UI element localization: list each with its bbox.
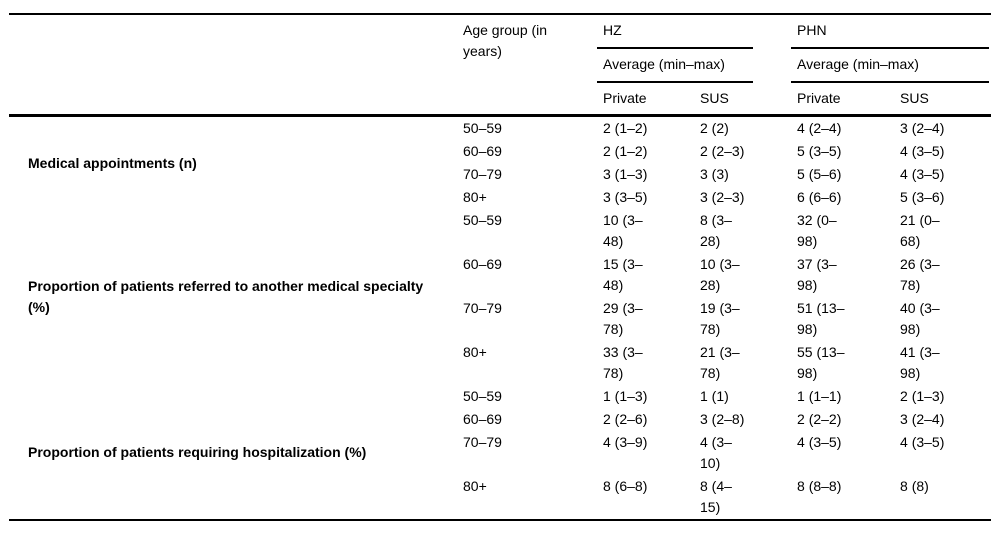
phn-subheader: Average (min–max) [783, 49, 991, 83]
corner-cell [9, 14, 449, 117]
value-cell: 26 (3–78) [900, 256, 940, 293]
value-cell: 4 (3–10) [700, 434, 732, 471]
value-cell: 40 (3–98) [900, 300, 940, 337]
value-cell: 2 (2) [700, 120, 729, 136]
table-row: Proportion of patients referred to anoth… [9, 209, 991, 315]
value-cell: 4 (3–5) [797, 434, 842, 450]
column-header-phn-private: Private [783, 83, 887, 117]
value-cell: 4 (3–5) [900, 143, 945, 159]
age-group-column-header: Age group (in years) [449, 14, 589, 117]
table-row: 70–79 3 (1–3) 3 (3) 5 (5–6) 4 (3–5) [9, 163, 991, 186]
value-cell: 8 (6–8) [603, 478, 648, 494]
value-cell: 2 (1–2) [603, 120, 648, 136]
table-row: Medical appointments (n) 50–59 2 (1–2) 2… [9, 116, 991, 171]
value-cell: 8 (8–8) [797, 478, 842, 494]
value-cell: 5 (5–6) [797, 166, 842, 182]
value-cell: 2 (2–6) [603, 411, 648, 427]
header-row-groups: Age group (in years) HZ PHN [9, 14, 991, 117]
table-row: 80+ 8 (6–8) 8 (4–15) 8 (8–8) 8 (8) [9, 475, 991, 520]
table-row: 60–69 2 (2–6) 3 (2–8) 2 (2–2) 3 (2–4) [9, 408, 991, 431]
age-group-cell: 60–69 [463, 143, 502, 159]
value-cell: 8 (3–28) [700, 212, 732, 249]
value-cell: 3 (2–8) [700, 411, 745, 427]
value-cell: 3 (3) [700, 166, 729, 182]
value-cell: 29 (3–78) [603, 300, 643, 337]
value-cell: 3 (2–4) [900, 411, 945, 427]
age-group-cell: 50–59 [463, 388, 502, 404]
value-cell: 51 (13–98) [797, 300, 845, 337]
header-row-subheaders: Average (min–max) Average (min–max) [9, 49, 991, 83]
value-cell: 55 (13–98) [797, 344, 845, 381]
value-cell: 6 (6–6) [797, 189, 842, 205]
age-group-cell: 80+ [463, 189, 487, 205]
value-cell: 5 (3–6) [900, 189, 945, 205]
table-row: 70–79 29 (3–78) 19 (3–78) 51 (13–98) 40 … [9, 297, 991, 341]
value-cell: 3 (2–4) [900, 120, 945, 136]
table-row: 60–69 2 (1–2) 2 (2–3) 5 (3–5) 4 (3–5) [9, 140, 991, 163]
hz-subheader: Average (min–max) [589, 49, 783, 83]
value-cell: 3 (3–5) [603, 189, 648, 205]
value-cell: 4 (3–5) [900, 166, 945, 182]
age-group-cell: 80+ [463, 478, 487, 494]
value-cell: 8 (8) [900, 478, 929, 494]
group-header-phn-label: PHN [791, 15, 990, 49]
table-row: 80+ 33 (3–78) 21 (3–78) 55 (13–98) 41 (3… [9, 341, 991, 385]
results-table: Age group (in years) HZ PHN Average (min… [9, 13, 992, 521]
value-cell: 3 (2–3) [700, 189, 745, 205]
column-header-phn-sus: SUS [886, 83, 992, 117]
table-header: Age group (in years) HZ PHN Average (min… [9, 14, 992, 117]
table-row: 70–79 4 (3–9) 4 (3–10) 4 (3–5) 4 (3–5) [9, 431, 991, 475]
value-cell: 21 (3–78) [700, 344, 740, 381]
group-header-hz: HZ [589, 14, 783, 49]
value-cell: 33 (3–78) [603, 344, 643, 381]
value-cell: 4 (3–9) [603, 434, 648, 450]
value-cell: 1 (1–1) [797, 388, 842, 404]
table-row: 60–69 15 (3–48) 10 (3–28) 37 (3–98) 26 (… [9, 253, 991, 297]
value-cell: 1 (1–3) [603, 388, 648, 404]
value-cell: 41 (3–98) [900, 344, 940, 381]
age-group-cell: 60–69 [463, 256, 502, 272]
value-cell: 4 (2–4) [797, 120, 842, 136]
age-group-cell: 80+ [463, 344, 487, 360]
section-label-hospitalization: Proportion of patients requiring hospita… [28, 443, 367, 460]
value-cell: 1 (1) [700, 388, 729, 404]
value-cell: 21 (0–68) [900, 212, 940, 249]
value-cell: 8 (4–15) [700, 478, 732, 515]
value-cell: 2 (2–3) [700, 143, 745, 159]
section-label-medical-appointments: Medical appointments (n) [28, 154, 197, 171]
age-group-cell: 70–79 [463, 434, 502, 450]
section-label-referred-specialty: Proportion of patients referred to anoth… [28, 278, 424, 315]
age-group-cell: 50–59 [463, 212, 502, 228]
value-cell: 10 (3–48) [603, 212, 643, 249]
table-row: Proportion of patients requiring hospita… [9, 385, 991, 460]
value-cell: 15 (3–48) [603, 256, 643, 293]
value-cell: 19 (3–78) [700, 300, 740, 337]
value-cell: 2 (1–2) [603, 143, 648, 159]
group-header-phn: PHN [783, 14, 991, 49]
age-group-cell: 70–79 [463, 166, 502, 182]
table-body: Medical appointments (n) 50–59 2 (1–2) 2… [9, 116, 991, 521]
value-cell: 5 (3–5) [797, 143, 842, 159]
value-cell: 3 (1–3) [603, 166, 648, 182]
column-header-hz-sus: SUS [686, 83, 784, 117]
group-header-hz-label: HZ [597, 15, 754, 49]
value-cell: 32 (0–98) [797, 212, 837, 249]
hz-subheader-label: Average (min–max) [597, 49, 754, 83]
age-group-cell: 50–59 [463, 120, 502, 136]
value-cell: 37 (3–98) [797, 256, 837, 293]
age-group-cell: 70–79 [463, 300, 502, 316]
age-group-cell: 60–69 [463, 411, 502, 427]
column-header-hz-private: Private [589, 83, 686, 117]
value-cell: 4 (3–5) [900, 434, 945, 450]
value-cell: 2 (1–3) [900, 388, 945, 404]
header-row-columns: Private SUS Private SUS [9, 83, 992, 117]
phn-subheader-label: Average (min–max) [791, 49, 990, 83]
value-cell: 10 (3–28) [700, 256, 740, 293]
table-row: 80+ 3 (3–5) 3 (2–3) 6 (6–6) 5 (3–6) [9, 186, 991, 209]
value-cell: 2 (2–2) [797, 411, 842, 427]
